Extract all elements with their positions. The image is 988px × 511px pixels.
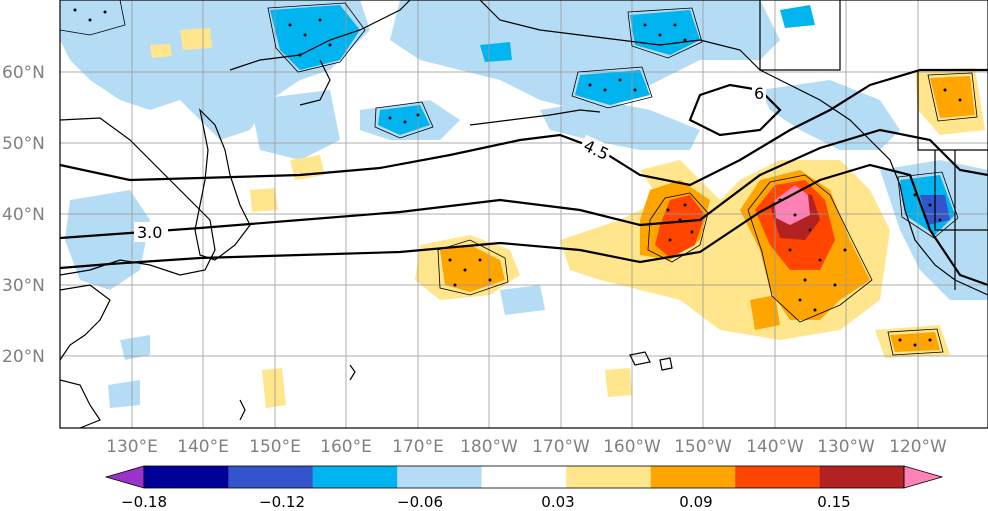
strongest-positive-anomaly — [775, 185, 810, 225]
lon-label: 170°E — [392, 437, 444, 457]
latitude-labels: 60°N 50°N 40°N 30°N 20°N — [2, 63, 45, 367]
colorbar: −0.18 −0.12 −0.06 0.03 0.09 0.15 — [104, 465, 944, 511]
negative-anomaly-region — [540, 100, 700, 150]
colorbar-tick-label: 0.15 — [817, 493, 850, 511]
negative-anomaly-region — [760, 80, 900, 150]
graticule — [60, 0, 988, 428]
colorbar-cell — [735, 466, 820, 488]
lon-label: 150°W — [674, 437, 732, 457]
lat-label: 50°N — [2, 134, 45, 154]
colorbar-cell — [312, 466, 398, 488]
positive-anomaly-region — [605, 368, 632, 397]
colorbar-cell — [650, 466, 736, 488]
positive-anomaly-core — [890, 332, 940, 352]
lat-label: 20°N — [2, 347, 45, 367]
lat-label: 60°N — [2, 63, 45, 83]
lon-label: 180°W — [460, 437, 518, 457]
positive-anomaly-region — [250, 188, 278, 212]
significance-contours — [59, 0, 978, 356]
negative-anomaly-core — [780, 5, 815, 28]
positive-anomaly-core — [750, 295, 780, 330]
colorbar-cell — [228, 466, 313, 488]
coastlines — [59, 0, 988, 429]
stippling — [73, 8, 962, 347]
negative-anomaly-core — [575, 70, 650, 105]
lon-label: 140°W — [746, 437, 804, 457]
colorbar-tick-label: 0.09 — [679, 493, 712, 511]
positive-anomaly-region — [180, 28, 212, 50]
colorbar-cell — [397, 466, 482, 488]
positive-anomaly-region — [150, 44, 172, 58]
longitude-labels: 130°E 140°E 150°E 160°E 170°E 180°W 170°… — [106, 437, 947, 457]
negative-anomaly-core — [480, 42, 512, 62]
lon-label: 130°E — [106, 437, 158, 457]
contour-label-3-0: 3.0 — [137, 223, 162, 242]
negative-anomaly-region — [500, 285, 545, 315]
lon-label: 140°E — [177, 437, 229, 457]
colorbar-extension-high — [903, 465, 944, 489]
colorbar-cell — [144, 466, 229, 488]
lon-label: 150°E — [249, 437, 301, 457]
negative-anomaly-core — [378, 105, 430, 135]
colorbar-extension-low — [104, 465, 145, 489]
colorbar-tick-label: 0.03 — [541, 493, 574, 511]
contour-3-0-south — [59, 163, 988, 287]
colorbar-cell — [481, 466, 567, 488]
contour-3-0 — [59, 128, 988, 240]
colorbar-cell — [566, 466, 651, 488]
contour-6 — [688, 83, 782, 137]
colorbar-tick-labels: −0.18 −0.12 −0.06 0.03 0.09 0.15 — [121, 493, 851, 511]
lon-label: 130°W — [817, 437, 875, 457]
lat-label: 40°N — [2, 205, 45, 225]
lon-label: 160°E — [320, 437, 372, 457]
negative-anomaly-core — [270, 5, 360, 70]
colorbar-tick-label: −0.06 — [397, 493, 443, 511]
colorbar-frame — [143, 465, 905, 489]
colorbar-tick-label: −0.12 — [259, 493, 305, 511]
positive-anomaly-core — [930, 76, 975, 118]
map-frame — [59, 0, 988, 429]
negative-anomaly-region — [120, 335, 150, 360]
lon-label: 170°W — [532, 437, 590, 457]
positive-anomaly-region — [262, 368, 286, 408]
colorbar-cells — [104, 465, 944, 489]
lon-label: 160°W — [603, 437, 661, 457]
colorbar-tick-label: −0.18 — [121, 493, 167, 511]
lat-label: 30°N — [2, 276, 45, 296]
lon-label: 120°W — [889, 437, 947, 457]
colorbar-cell — [819, 466, 904, 488]
contour-label-6: 6 — [754, 84, 764, 103]
